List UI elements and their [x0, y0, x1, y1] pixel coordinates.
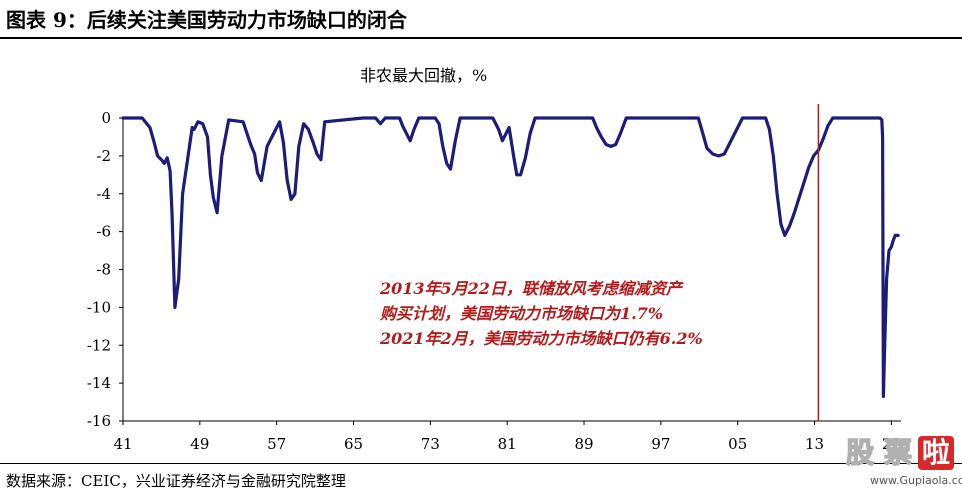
watermark-logo: 股 票 啦 www.Gupiaola.com [842, 435, 962, 490]
annotation-line-2: 购买计划，美国劳动力市场缺口为1.7% [380, 304, 664, 323]
y-tick-label: -8 [96, 261, 111, 279]
watermark-char: 股 [845, 435, 875, 470]
x-tick-label: 49 [190, 435, 209, 453]
x-tick-label: 81 [498, 435, 517, 453]
chart-title: 非农最大回撤，% [360, 66, 488, 85]
x-tick-label: 21 [882, 435, 901, 453]
source-divider [0, 463, 962, 464]
y-tick-label: -14 [87, 374, 111, 392]
watermark-url: www.Gupiaola.com [870, 474, 962, 487]
x-tick-label: 89 [574, 435, 593, 453]
source-note: 数据来源：CEIC，兴业证券经济与金融研究院整理 [6, 472, 346, 490]
chart-annotation: 2013年5月22日，联储放风考虑缩减资产 购买计划，美国劳动力市场缺口为1.7… [380, 276, 703, 351]
x-tick-label: 05 [728, 435, 747, 453]
x-tick-label: 97 [651, 435, 670, 453]
x-tick-label: 57 [267, 435, 286, 453]
watermark-char: 啦 [918, 436, 954, 470]
annotation-line-1: 2013年5月22日，联储放风考虑缩减资产 [380, 279, 682, 298]
y-tick-label: -4 [96, 185, 111, 203]
series-line-0 [121, 116, 900, 398]
y-tick-label: -6 [96, 223, 111, 241]
y-tick-label: 0 [101, 109, 111, 127]
watermark-char: 票 [883, 435, 913, 470]
x-tick-label: 65 [344, 435, 363, 453]
annotation-line-3: 2021年2月，美国劳动力市场缺口仍有6.2% [380, 329, 703, 348]
x-tick-label: 73 [421, 435, 440, 453]
y-tick-label: -16 [87, 412, 111, 430]
y-tick-label: -12 [87, 336, 111, 354]
series-layer [121, 116, 900, 398]
figure-title: 图表 9：后续关注美国劳动力市场缺口的闭合 [6, 8, 407, 32]
y-tick-label: -2 [96, 147, 111, 165]
x-tick-label: 13 [805, 435, 824, 453]
title-divider [0, 37, 962, 39]
x-tick-label: 41 [113, 435, 132, 453]
y-tick-label: -10 [87, 298, 111, 316]
